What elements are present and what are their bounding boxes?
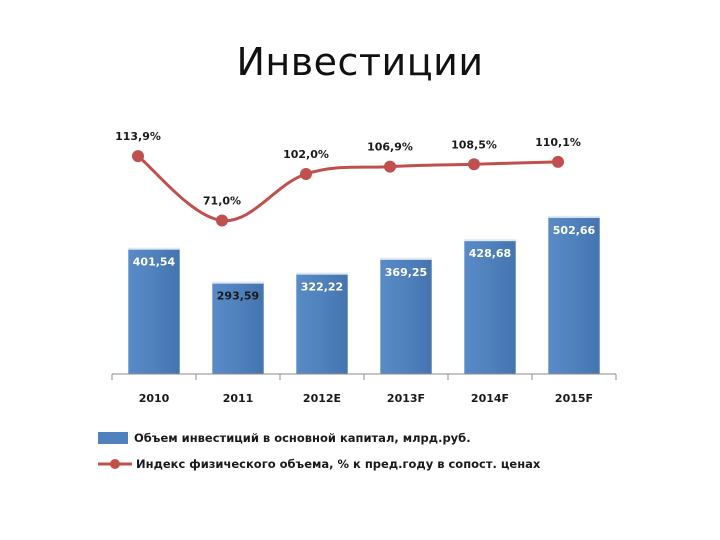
bar-2010 <box>127 247 181 375</box>
bar-2013F <box>379 257 433 375</box>
bar-highlight <box>128 247 180 250</box>
line-path <box>137 154 559 223</box>
bar-series: 401,54 293,59 322,22 369,25 428,68 502,66 <box>127 215 601 375</box>
line-point-2012E <box>300 168 312 180</box>
bar-value-label: 428,68 <box>469 247 511 260</box>
line-value-label: 108,5% <box>451 138 497 151</box>
legend-line-label: Индекс физического объема, % к пред.году… <box>136 457 541 471</box>
legend-bar-label: Объем инвестиций в основной капитал, млр… <box>134 431 471 445</box>
bar-value-label: 293,59 <box>217 290 259 303</box>
bar-2012E <box>295 272 349 375</box>
line-point-2011 <box>216 214 228 227</box>
legend-line-marker <box>110 459 120 469</box>
legend: Объем инвестиций в основной капитал, млр… <box>98 431 541 471</box>
line-value-label: 106,9% <box>367 141 413 154</box>
line-value-label: 113,9% <box>115 130 161 143</box>
line-series: 113,9% 71,0% 102,0% 106,9% 108,5% 110,1% <box>115 130 581 227</box>
line-value-label: 102,0% <box>283 148 329 161</box>
bar-value-label: 369,25 <box>385 266 427 279</box>
line-value-label: 71,0% <box>203 195 241 208</box>
bar-highlight <box>296 272 348 275</box>
bar-value-label: 401,54 <box>133 256 176 269</box>
x-tick-label: 2014F <box>471 392 509 405</box>
bar-highlight <box>380 257 432 260</box>
x-axis: 2010 2011 2012E 2013F 2014F 2015F <box>111 373 617 405</box>
bar-2015F <box>547 215 601 375</box>
line-point-2014F <box>468 158 480 171</box>
x-tick-label: 2015F <box>555 392 593 405</box>
bar-highlight <box>548 215 600 218</box>
bar-value-label: 322,22 <box>301 281 343 294</box>
x-tick-label: 2012E <box>303 392 341 405</box>
line-value-label: 110,1% <box>535 136 581 149</box>
slide-title: Инвестиции <box>236 40 484 84</box>
line-point-2013F <box>384 160 396 173</box>
bar-highlight <box>464 239 516 242</box>
line-point-2010 <box>132 150 144 163</box>
bar-value-label: 502,66 <box>553 224 596 237</box>
x-tick-label: 2010 <box>139 392 170 405</box>
x-tick-label: 2013F <box>387 392 425 405</box>
legend-bar-swatch <box>98 432 128 444</box>
line-point-2015F <box>552 155 564 168</box>
x-tick-label: 2011 <box>223 392 254 405</box>
bar-highlight <box>212 281 264 284</box>
